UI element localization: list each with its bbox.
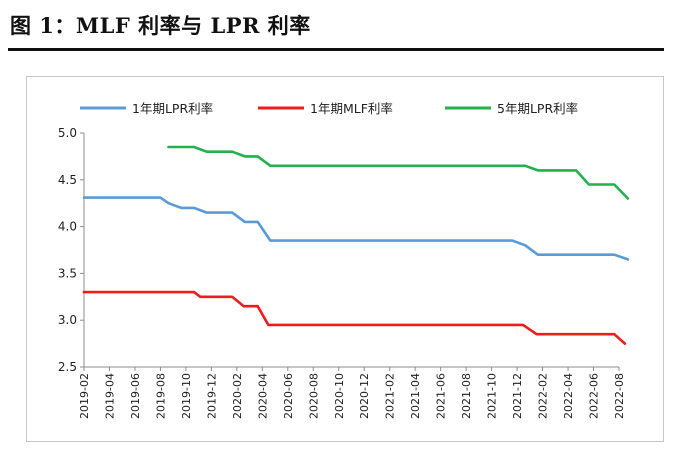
x-tick-label: 2020-10	[333, 373, 346, 419]
chart-axes	[83, 133, 619, 368]
x-tick-label: 2022-06	[588, 373, 601, 419]
y-tick-label: 5.0	[58, 126, 77, 140]
x-tick-label: 2020-12	[358, 373, 371, 419]
y-tick-label: 3.0	[58, 313, 77, 327]
y-tick-label: 4.5	[58, 173, 77, 187]
series-lines	[82, 145, 630, 345]
x-tick-label: 2021-04	[409, 373, 422, 419]
y-tick-label: 3.5	[58, 266, 77, 280]
x-tick-label: 2019-06	[129, 373, 142, 419]
x-tick-label: 2019-02	[78, 373, 91, 419]
x-axis-ticks: 2019-02 2019-04 2019-06 2019-08 2019-10 2019-…	[78, 367, 626, 419]
x-tick-label: 2020-08	[307, 373, 320, 419]
x-tick-label: 2020-04	[256, 373, 269, 419]
x-tick-label: 2022-08	[613, 373, 626, 419]
x-tick-label: 2019-08	[154, 373, 167, 419]
series-line-1	[82, 196, 630, 261]
x-tick-label: 2019-12	[205, 373, 218, 419]
title-divider	[8, 48, 664, 51]
legend-label-1: 1年期LPR利率	[132, 101, 213, 116]
x-tick-label: 2021-06	[435, 373, 448, 419]
series-line-3	[167, 145, 630, 200]
chart-legend: 1年期LPR利率 1年期MLF利率 5年期LPR利率	[80, 101, 578, 116]
x-tick-label: 2022-04	[562, 373, 575, 419]
x-tick-label: 2021-10	[486, 373, 499, 419]
y-tick-label: 2.5	[58, 360, 77, 374]
y-axis-ticks: 5.0 4.5 4.0 3.5 3.0 2.5	[58, 126, 84, 374]
x-tick-label: 2020-06	[282, 373, 295, 419]
x-tick-label: 2022-02	[537, 373, 550, 419]
y-tick-label: 4.0	[58, 220, 77, 234]
x-tick-label: 2021-08	[460, 373, 473, 419]
figure-title: 图 1：MLF 利率与 LPR 利率	[10, 13, 311, 38]
x-tick-label: 2019-10	[180, 373, 193, 419]
legend-label-3: 5年期LPR利率	[497, 101, 578, 116]
series-line-2	[82, 290, 627, 345]
x-tick-label: 2021-02	[384, 373, 397, 419]
chart-frame	[26, 76, 664, 442]
x-tick-label: 2020-02	[231, 373, 244, 419]
legend-label-2: 1年期MLF利率	[310, 101, 393, 116]
x-tick-label: 2021-12	[511, 373, 524, 419]
x-tick-label: 2019-04	[103, 373, 116, 419]
